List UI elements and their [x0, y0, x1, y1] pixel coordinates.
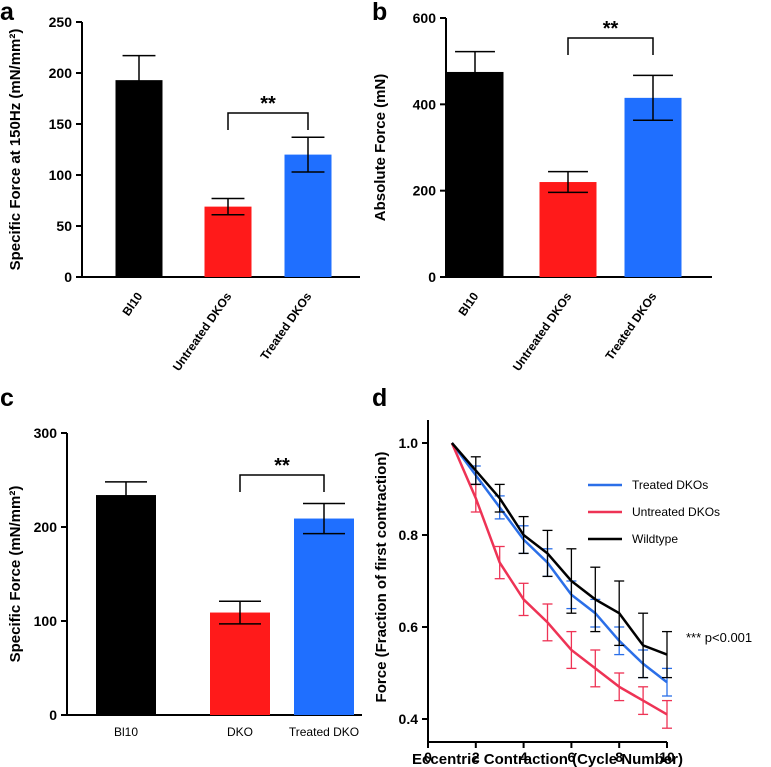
series-line [450, 442, 668, 716]
y-tick-label: 0 [49, 707, 57, 723]
bar-chart-c: 0 100 200 300 Specific Force (mN/mm²) Bl10 DKO… [7, 425, 362, 739]
y-tick-label: 0.6 [399, 619, 419, 635]
y-axis-label: Specific Force at 150Hz (mN/mm²) [7, 29, 24, 271]
p-value-annotation: *** p<0.001 [686, 630, 752, 645]
panel-b-letter: b [372, 0, 388, 26]
bar-1 [210, 612, 270, 715]
panel-c-letter: c [0, 384, 14, 412]
significance-bracket [227, 112, 309, 130]
y-tick-label: 300 [34, 425, 58, 441]
bar-chart-b: 0 200 400 600 Absolute Force (mN) Bl10 Untreat… [372, 10, 712, 374]
bar-0 [115, 80, 163, 277]
y-tick-label: 400 [413, 96, 437, 112]
significance-label: ** [260, 93, 276, 115]
panel-d-letter: d [372, 384, 388, 412]
x-tick-label: Untreated DKOs [170, 289, 235, 373]
significance-label: ** [274, 455, 290, 477]
x-tick-label: Bl10 [114, 725, 138, 739]
bar-1 [539, 182, 597, 277]
x-tick-label: 0 [424, 749, 432, 765]
bar-0 [446, 71, 504, 277]
x-tick-label: DKO [227, 725, 253, 739]
x-tick-label: Bl10 [455, 289, 481, 318]
y-axis-label: Force (Fraction of first contraction) [373, 452, 390, 703]
x-tick-label: Treated DKOs [602, 289, 659, 362]
y-tick-label: 100 [34, 613, 58, 629]
y-tick-label: 50 [56, 218, 72, 234]
panel-a-letter: a [0, 0, 14, 26]
legend-label-0: Treated DKOs [632, 478, 708, 492]
y-tick-label: 0.4 [399, 711, 419, 727]
x-tick-label: 4 [520, 749, 528, 765]
y-tick-label: 0.8 [399, 527, 419, 543]
y-tick-label: 150 [49, 116, 73, 132]
y-axis-label: Absolute Force (mN) [372, 74, 389, 222]
x-tick-label: 2 [472, 749, 480, 765]
x-tick-label: Treated DKOs [257, 289, 314, 362]
bar-2 [624, 97, 682, 277]
x-tick-label: 10 [659, 749, 675, 765]
y-tick-label: 200 [49, 65, 73, 81]
legend-label-2: Wildtype [632, 532, 678, 546]
y-tick-label: 0 [64, 269, 72, 285]
significance-bracket [567, 37, 654, 55]
bar-0 [96, 495, 156, 715]
series-line [450, 442, 668, 684]
bar-1 [204, 206, 252, 277]
y-axis-label: Specific Force (mN/mm²) [7, 486, 24, 663]
series-line [450, 442, 668, 656]
significance-bracket [239, 474, 325, 492]
y-tick-label: 0 [428, 269, 436, 285]
y-tick-label: 200 [413, 183, 437, 199]
legend-label-1: Untreated DKOs [632, 505, 720, 519]
y-tick-label: 600 [413, 10, 437, 26]
x-tick-label: Untreated DKOs [510, 289, 575, 373]
x-tick-label: 6 [568, 749, 576, 765]
x-axis-label: Eccentric Contraction (Cycle Number) [412, 751, 683, 767]
series-2 [450, 442, 672, 679]
bar-2 [284, 154, 332, 277]
x-tick-label: Treated DKO [289, 725, 359, 739]
significance-label: ** [603, 18, 619, 40]
bar-chart-a: 0 50 100 150 200 250 Specific Force at 150Hz (… [7, 14, 360, 374]
x-tick-label: 8 [615, 749, 623, 765]
x-tick-label: Bl10 [119, 289, 145, 318]
y-tick-label: 200 [34, 519, 58, 535]
y-tick-label: 250 [49, 14, 73, 30]
bar-2 [294, 518, 354, 715]
y-tick-label: 1.0 [399, 435, 419, 451]
series-1 [450, 442, 672, 729]
y-tick-label: 100 [49, 167, 73, 183]
